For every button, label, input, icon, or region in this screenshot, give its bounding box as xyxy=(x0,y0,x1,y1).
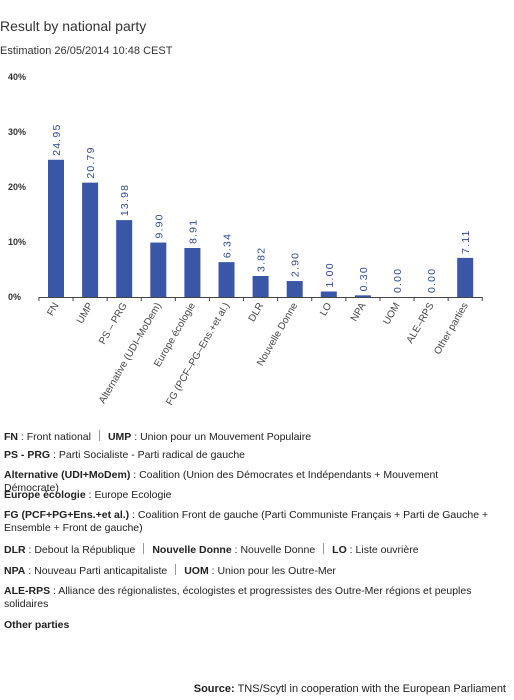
category-label: UMP xyxy=(75,301,96,326)
legend-entry: NPA : Nouveau Parti anticapitaliste xyxy=(4,565,167,577)
category-label: ALE–RPS xyxy=(405,301,437,346)
bar xyxy=(457,257,474,297)
legend-description: : Union pour les Outre-Mer xyxy=(208,565,336,577)
legend-description: : Coalition Front de gauche (Parti Commu… xyxy=(4,509,489,534)
bar-value-label: 7.11 xyxy=(460,229,472,253)
y-tick-label: 20% xyxy=(8,182,26,192)
legend-row: ALE-RPS : Alliance des régionalistes, éc… xyxy=(4,585,494,611)
legend-separator xyxy=(98,430,100,441)
category-label: FG (PCF–PG–Ens.+et al.) xyxy=(164,301,232,405)
legend-row: FG (PCF+PG+Ens.+et al.) : Coalition Fron… xyxy=(4,509,494,535)
legend-entry: FG (PCF+PG+Ens.+et al.) : Coalition Fron… xyxy=(4,509,488,534)
category-label: PS – PRG xyxy=(97,301,130,347)
category-label: FN xyxy=(45,301,61,318)
legend-entry: Europe écologie : Europe Ecologie xyxy=(4,489,172,501)
bar-value-label: 20.79 xyxy=(85,146,97,178)
legend-abbreviation: Other parties xyxy=(4,619,70,631)
chart-subtitle: Estimation 26/05/2014 10:48 CEST xyxy=(0,45,173,57)
source-note: Source: TNS/Scytl in cooperation with th… xyxy=(194,683,506,695)
bar-value-label: 3.82 xyxy=(256,247,268,272)
y-tick-label: 10% xyxy=(8,237,26,247)
category-label: DLR xyxy=(247,301,267,324)
bar xyxy=(82,182,99,297)
bar-value-label: 13.98 xyxy=(119,184,131,216)
legend-abbreviation: NPA xyxy=(4,565,26,577)
legend-entry: UOM : Union pour les Outre-Mer xyxy=(184,565,336,577)
legend-entry: Alternative (UDI+MoDem) : Coalition (Uni… xyxy=(4,469,438,494)
legend-abbreviation: ALE-RPS xyxy=(4,585,51,597)
bar-value-label: 24.95 xyxy=(51,123,63,155)
y-tick-label: 30% xyxy=(8,127,26,137)
legend-abbreviation: Alternative (UDI+MoDem) xyxy=(4,469,131,481)
legend-row: Europe écologie : Europe Ecologie xyxy=(4,489,494,502)
legend-separator xyxy=(175,564,177,575)
legend-abbreviation: Europe écologie xyxy=(4,489,86,501)
bar xyxy=(218,262,235,297)
legend-abbreviation: PS - PRG xyxy=(4,449,51,461)
bar-value-label: 0.00 xyxy=(392,268,404,293)
legend-entry: PS - PRG : Parti Socialiste - Parti radi… xyxy=(4,449,245,461)
bar xyxy=(354,295,371,297)
bar-chart: 0% 10% 20% 30% 40% 24.95 20.79 13.98 9.90 8.91 6.… xyxy=(8,72,483,405)
bar-value-label: 9.90 xyxy=(153,213,165,238)
legend-row: PS - PRG : Parti Socialiste - Parti radi… xyxy=(4,449,494,462)
bar-value-label: 0.00 xyxy=(426,268,438,293)
legend-row: Other parties xyxy=(4,619,494,632)
legend-description: : Debout la République xyxy=(25,544,136,556)
legend-description: : Union pour un Mouvement Populaire xyxy=(131,431,312,443)
legend-description: : Parti Socialiste - Parti radical de ga… xyxy=(50,449,246,461)
legend-abbreviation: UMP xyxy=(107,431,132,443)
legend-abbreviation: Nouvelle Donne xyxy=(152,544,232,556)
legend-entry: UMP : Union pour un Mouvement Populaire xyxy=(108,431,311,443)
legend-abbreviation: FN xyxy=(4,431,18,443)
category-label: Other parties xyxy=(432,301,470,357)
legend-row: Alternative (UDI+MoDem) : Coalition (Uni… xyxy=(4,469,494,495)
bar xyxy=(320,291,337,297)
bar xyxy=(286,281,303,297)
bar xyxy=(184,247,201,297)
bar xyxy=(150,242,167,297)
legend-abbreviation: UOM xyxy=(184,565,209,577)
legend-entry: Other parties xyxy=(4,619,69,631)
legend-description: : Nouveau Parti anticapitaliste xyxy=(25,565,168,577)
legend-entry: FN : Front national xyxy=(4,431,91,443)
legend-abbreviation: FG (PCF+PG+Ens.+et al.) xyxy=(4,509,130,521)
bar-value-label: 2.90 xyxy=(290,252,302,277)
legend-description: : Europe Ecologie xyxy=(85,489,172,501)
legend-separator xyxy=(323,543,325,554)
source-text: TNS/Scytl in cooperation with the Europe… xyxy=(234,683,506,695)
category-label: NPA xyxy=(349,301,369,324)
legend-entry: Nouvelle Donne : Nouvelle Donne xyxy=(152,544,315,556)
legend-entry: ALE-RPS : Alliance des régionalistes, éc… xyxy=(4,585,471,610)
legend-entry: LO : Liste ouvrière xyxy=(332,544,418,556)
legend-entry: DLR : Debout la République xyxy=(4,544,135,556)
legend-row: FN : Front national UMP : Union pour un M… xyxy=(4,430,494,444)
source-label: Source: xyxy=(193,683,235,695)
category-label: LO xyxy=(318,301,334,318)
legend-abbreviation: DLR xyxy=(4,544,26,556)
legend-row: NPA : Nouveau Parti anticapitaliste UOM :… xyxy=(4,564,494,578)
category-label: Alternative (UDI–MoDem) xyxy=(97,301,164,405)
chart-title: Result by national party xyxy=(0,18,147,34)
legend-description: : Nouvelle Donne xyxy=(231,544,316,556)
legend-description: : Alliance des régionalistes, écologiste… xyxy=(4,585,472,610)
bar xyxy=(252,275,269,297)
legend-row: DLR : Debout la République Nouvelle Donne… xyxy=(4,543,494,557)
bar-value-label: 6.34 xyxy=(222,233,234,258)
legend-description: : Liste ouvrière xyxy=(346,544,419,556)
y-tick-label: 0% xyxy=(8,292,21,302)
bar-value-label: 0.30 xyxy=(358,266,370,291)
legend-description: : Front national xyxy=(18,431,91,443)
bar-value-label: 8.91 xyxy=(187,219,199,244)
bar xyxy=(116,220,133,297)
bar xyxy=(48,159,64,297)
y-tick-label: 40% xyxy=(8,72,26,82)
legend-abbreviation: LO xyxy=(332,544,347,556)
legend-description: : Coalition (Union des Démocrates et Ind… xyxy=(4,469,439,494)
category-label: UOM xyxy=(381,301,402,327)
bar-value-label: 1.00 xyxy=(324,262,336,287)
legend-separator xyxy=(143,543,145,554)
